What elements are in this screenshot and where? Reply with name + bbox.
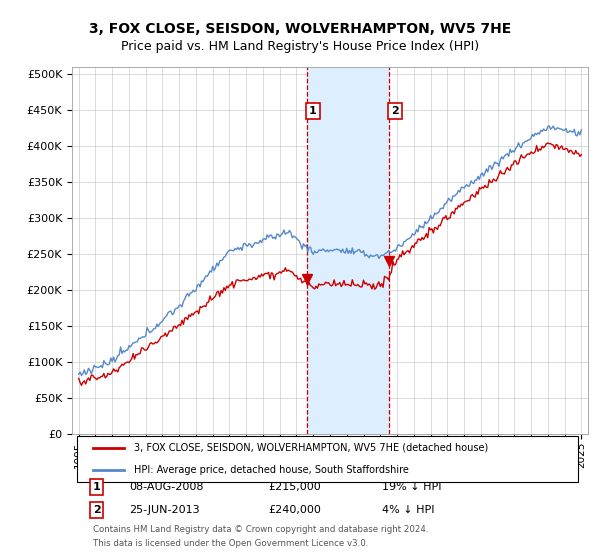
Text: Contains HM Land Registry data © Crown copyright and database right 2024.: Contains HM Land Registry data © Crown c… (92, 525, 428, 534)
Text: 1: 1 (92, 482, 100, 492)
Text: 3, FOX CLOSE, SEISDON, WOLVERHAMPTON, WV5 7HE (detached house): 3, FOX CLOSE, SEISDON, WOLVERHAMPTON, WV… (134, 443, 488, 453)
Text: £215,000: £215,000 (268, 482, 321, 492)
Text: 3, FOX CLOSE, SEISDON, WOLVERHAMPTON, WV5 7HE: 3, FOX CLOSE, SEISDON, WOLVERHAMPTON, WV… (89, 22, 511, 36)
Text: HPI: Average price, detached house, South Staffordshire: HPI: Average price, detached house, Sout… (134, 465, 409, 475)
Text: 25-JUN-2013: 25-JUN-2013 (129, 505, 199, 515)
Text: 08-AUG-2008: 08-AUG-2008 (129, 482, 203, 492)
Text: £240,000: £240,000 (268, 505, 321, 515)
Text: This data is licensed under the Open Government Licence v3.0.: This data is licensed under the Open Gov… (92, 539, 368, 548)
Text: 19% ↓ HPI: 19% ↓ HPI (382, 482, 441, 492)
Text: Price paid vs. HM Land Registry's House Price Index (HPI): Price paid vs. HM Land Registry's House … (121, 40, 479, 53)
Bar (307, 67, 389, 434)
Text: 2: 2 (391, 106, 399, 116)
Text: 2: 2 (92, 505, 100, 515)
Text: 4% ↓ HPI: 4% ↓ HPI (382, 505, 434, 515)
FancyBboxPatch shape (77, 436, 578, 482)
Text: 1: 1 (309, 106, 317, 116)
